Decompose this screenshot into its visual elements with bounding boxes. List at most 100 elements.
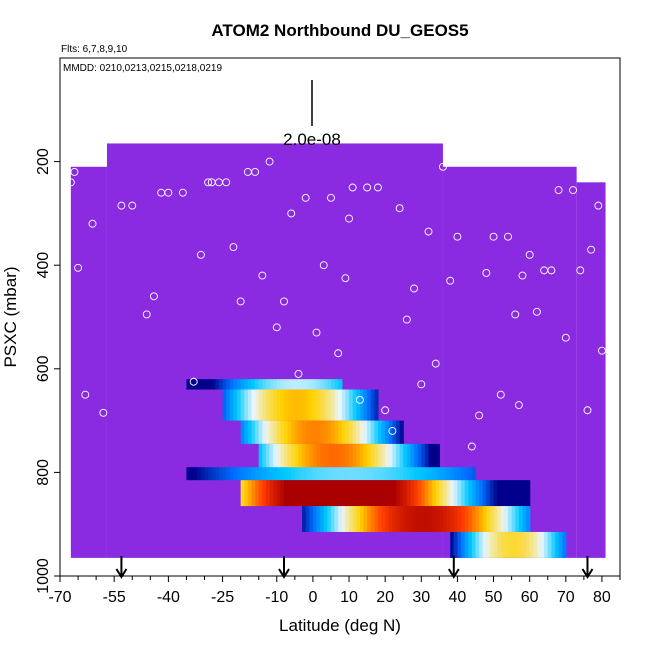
plume-cell-0	[320, 379, 325, 390]
plume-cell-7	[479, 531, 484, 558]
plume-cell-6	[305, 506, 310, 532]
plume-cell-2	[392, 420, 397, 444]
plume-cell-5	[356, 480, 361, 507]
sample-point	[319, 261, 328, 270]
plume-cell-5	[497, 480, 502, 507]
sample-point	[467, 442, 476, 451]
scale-indicator: 2.0e-08	[283, 80, 341, 149]
x-tick-label: 60	[521, 589, 539, 606]
curtain-column-2	[576, 182, 606, 558]
plume-cell-1	[244, 389, 249, 421]
plume-cell-4	[367, 467, 372, 481]
x-tick-label: -55	[103, 589, 126, 606]
plume-cell-4	[334, 467, 339, 481]
plume-cell-4	[258, 467, 263, 481]
plume-cell-0	[240, 379, 245, 390]
sample-point	[475, 411, 484, 420]
plume-cell-5	[515, 480, 520, 507]
plume-cell-0	[294, 379, 300, 390]
plume-cell-4	[298, 467, 303, 481]
sample-point	[576, 266, 585, 275]
sample-point	[532, 307, 541, 316]
curtain-layer	[70, 143, 606, 558]
plume-cell-3	[334, 443, 339, 473]
plume-cell-5	[435, 480, 440, 507]
plume-cell-6	[403, 506, 408, 532]
plume-cell-4	[323, 467, 328, 481]
flight-arrow	[581, 556, 594, 579]
sample-point	[196, 250, 205, 259]
plume-cell-6	[385, 506, 390, 532]
plume-cell-5	[334, 480, 339, 507]
plume-cell-3	[410, 443, 415, 473]
plume-cell-5	[482, 480, 487, 507]
sample-point	[594, 201, 603, 210]
x-tick-label: 0	[308, 589, 317, 606]
plume-cell-6	[511, 506, 516, 532]
plume-cell-2	[262, 420, 267, 444]
sample-point	[554, 186, 563, 195]
plume-cell-6	[334, 506, 339, 532]
plume-cell-5	[374, 480, 379, 507]
plume-cell-7	[536, 531, 542, 558]
plume-cell-0	[273, 379, 278, 390]
plume-cell-2	[280, 420, 285, 444]
plume-cell-2	[334, 420, 339, 444]
plume-cell-6	[432, 506, 437, 532]
sample-point	[294, 370, 303, 378]
y-tick-label: 400	[35, 252, 52, 279]
plume-cell-5	[417, 480, 422, 507]
plume-cell-2	[273, 420, 278, 444]
plume-cell-1	[222, 389, 227, 421]
plume-cell-5	[457, 480, 462, 507]
plume-cell-3	[276, 443, 281, 473]
sample-point	[88, 219, 97, 228]
plume-cell-1	[265, 389, 271, 421]
plume-cell-5	[370, 480, 375, 507]
plume-cell-0	[208, 379, 213, 390]
x-axis: -70 -55 -40 -25 -10 0 10 20 30 40 50 60 70 80	[48, 576, 621, 606]
plume-cell-2	[284, 420, 289, 444]
sample-point	[511, 310, 520, 319]
plume-cell-4	[233, 467, 238, 481]
plume-cell-7	[551, 531, 556, 558]
sample-point	[525, 250, 534, 259]
plume-cell-0	[200, 379, 206, 390]
plume-cell-5	[305, 480, 310, 507]
plume-cell-3	[323, 443, 328, 473]
plume-cell-6	[453, 506, 459, 532]
plume-cell-0	[197, 379, 202, 390]
plume-cell-2	[247, 420, 253, 444]
plume-cell-4	[377, 467, 383, 481]
plume-cell-5	[392, 480, 397, 507]
plume-cell-4	[406, 467, 412, 481]
plume-cell-0	[284, 379, 289, 390]
plume-cell-2	[258, 420, 263, 444]
sample-point	[402, 315, 411, 324]
plume-cell-5	[276, 480, 281, 507]
plume-cell-4	[352, 467, 357, 481]
plume-cell-3	[312, 443, 318, 473]
plume-cell-5	[367, 480, 372, 507]
plume-cell-2	[381, 420, 386, 444]
plume-cell-6	[330, 506, 336, 532]
sample-point	[280, 297, 288, 306]
plume-cell-4	[453, 467, 459, 481]
plume-cell-5	[251, 480, 256, 507]
plume-cell-1	[309, 389, 314, 421]
plume-cell-6	[457, 506, 462, 532]
sample-point	[287, 209, 296, 218]
plume-cell-4	[410, 467, 415, 481]
plume-cell-6	[428, 506, 433, 532]
plume-cell-0	[244, 379, 249, 390]
plume-cell-3	[421, 443, 426, 473]
plume-cell-4	[193, 467, 198, 481]
plume-cell-5	[446, 480, 451, 507]
plume-cell-3	[327, 443, 332, 473]
plume-cell-6	[302, 506, 307, 532]
plume-cell-7	[558, 531, 563, 558]
plume-cell-1	[240, 389, 245, 421]
plume-cell-5	[421, 480, 426, 507]
plume-cell-3	[305, 443, 310, 473]
